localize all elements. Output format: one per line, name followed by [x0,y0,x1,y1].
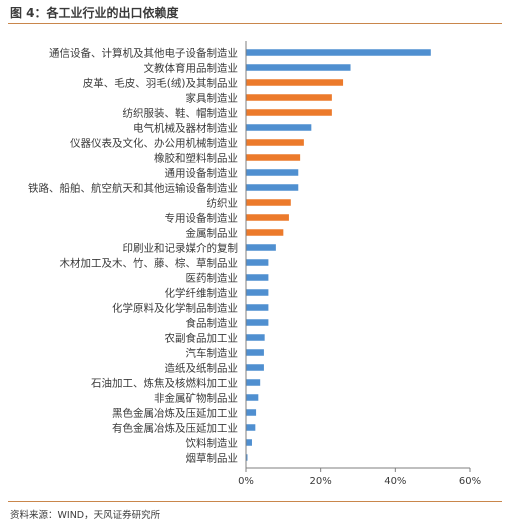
category-label: 食品制造业 [186,316,239,329]
category-label: 化学纤维制造业 [165,286,239,299]
category-label: 电气机械及器材制造业 [133,121,238,134]
bar-21 [246,349,264,356]
x-tick-label: 20% [310,476,332,487]
bar-15 [246,259,269,266]
bar-16 [246,274,269,281]
top-rule [8,23,502,24]
category-label: 纺织服装、鞋、帽制造业 [123,106,239,119]
bar-14 [246,244,276,251]
category-label: 木材加工及木、竹、藤、棕、草制品业 [60,256,239,269]
bar-chart: 通信设备、计算机及其他电子设备制造业文教体育用品制造业皮革、毛皮、羽毛(绒)及其… [28,41,481,487]
category-label: 烟草制品业 [186,451,239,464]
bar-10 [246,184,299,191]
bar-28 [246,454,248,461]
bar-2 [246,64,351,71]
bars-layer [246,49,431,461]
category-label: 家具制造业 [186,91,239,104]
bar-17 [246,289,269,296]
category-label: 铁路、船舶、航空航天和其他运输设备制造业 [28,181,238,194]
category-label: 仪器仪表及文化、办公用机械制造业 [70,136,238,149]
category-label: 皮革、毛皮、羽毛(绒)及其制品业 [83,76,238,89]
category-label: 通信设备、计算机及其他电子设备制造业 [49,46,238,59]
category-label: 造纸及纸制品业 [165,361,239,374]
bar-9 [246,169,299,176]
bar-12 [246,214,289,221]
category-label: 黑色金属冶炼及压延加工业 [112,406,238,419]
x-tick-label: 0% [238,476,254,487]
x-tick-label: 40% [384,476,406,487]
category-label: 有色金属冶炼及压延加工业 [112,421,238,434]
category-label: 金属制品业 [186,226,239,239]
category-label: 专用设备制造业 [165,211,239,224]
category-label: 石油加工、炼焦及核燃料加工业 [91,376,238,389]
bar-24 [246,394,259,401]
bar-13 [246,229,284,236]
category-label: 非金属矿物制品业 [154,391,238,404]
bar-25 [246,409,257,416]
bar-23 [246,379,261,386]
bar-7 [246,139,304,146]
figure-title: 图 4：各工业行业的出口依赖度 [10,6,179,20]
bar-5 [246,109,332,116]
category-label: 医药制造业 [186,271,239,284]
category-label: 农副食品加工业 [165,331,239,344]
category-label: 化学原料及化学制品制造业 [112,301,238,314]
category-label: 橡胶和塑料制品业 [154,151,238,164]
bar-11 [246,199,291,206]
bar-27 [246,439,252,446]
bar-3 [246,79,344,86]
x-axis: 0% 20% 40% 60% [238,41,481,487]
bottom-rule [8,501,502,502]
bar-18 [246,304,269,311]
category-label: 饮料制造业 [186,436,239,449]
bar-4 [246,94,332,101]
category-label: 印刷业和记录媒介的复制 [123,241,239,254]
category-label: 文教体育用品制造业 [144,61,239,74]
category-label: 通用设备制造业 [165,166,239,179]
x-tick-label: 60% [459,476,481,487]
bar-1 [246,49,431,56]
source-note: 资料来源：WIND，天风证券研究所 [10,510,161,521]
bar-26 [246,424,256,431]
bar-8 [246,154,301,161]
bar-19 [246,319,269,326]
category-labels-layer: 通信设备、计算机及其他电子设备制造业文教体育用品制造业皮革、毛皮、羽毛(绒)及其… [28,46,238,464]
category-label: 纺织业 [207,196,239,209]
bar-22 [246,364,264,371]
bar-20 [246,334,265,341]
bar-6 [246,124,312,131]
category-label: 汽车制造业 [186,346,239,359]
